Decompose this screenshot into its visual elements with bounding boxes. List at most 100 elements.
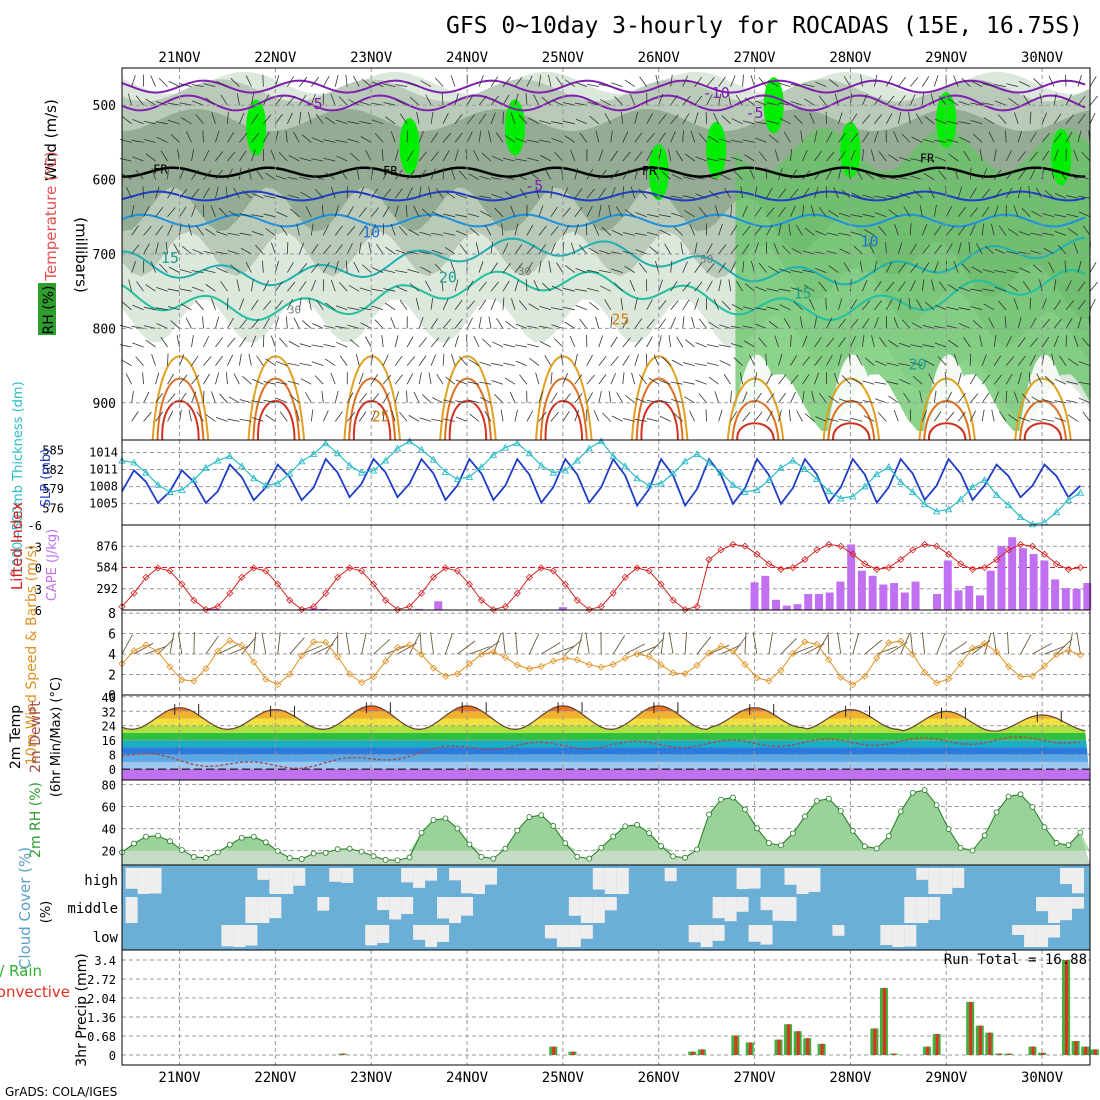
wind-barb bbox=[132, 342, 144, 348]
wind-barb bbox=[742, 260, 745, 273]
lifted-index-point bbox=[346, 564, 354, 572]
wind-barb bbox=[168, 266, 180, 273]
lifted-index-point bbox=[453, 567, 462, 575]
wind-barb bbox=[864, 171, 875, 180]
rh-tick-label: 60 bbox=[102, 800, 116, 814]
lifted-index-point bbox=[645, 567, 653, 575]
wind-barb bbox=[1065, 317, 1073, 329]
wind-barb bbox=[1078, 397, 1091, 404]
wind-barb bbox=[239, 298, 245, 310]
top-date-label: 24NOV bbox=[446, 50, 489, 66]
wind-speed-point bbox=[226, 637, 234, 645]
wind-barb bbox=[873, 130, 879, 143]
wind-barb bbox=[255, 169, 264, 180]
wind-barb bbox=[205, 414, 216, 422]
wind-barb bbox=[910, 361, 923, 366]
wind-barb bbox=[610, 356, 619, 366]
wind-barb bbox=[983, 303, 995, 311]
thickness-point bbox=[465, 473, 474, 481]
cloud-cell bbox=[221, 925, 234, 947]
wind-barb bbox=[395, 249, 408, 255]
wind-barb bbox=[514, 262, 523, 273]
wind-barb bbox=[434, 263, 444, 273]
thickness-point bbox=[884, 463, 893, 470]
thickness-point bbox=[202, 463, 210, 471]
cloud-cell bbox=[293, 868, 306, 886]
wind-barb bbox=[286, 112, 293, 124]
lifted-index-point bbox=[789, 564, 797, 572]
cloud-cell bbox=[1072, 897, 1085, 909]
wind-barb bbox=[719, 360, 731, 366]
wind-barb bbox=[814, 316, 818, 329]
temp-minmax-label: (6hr Min/Max) (°C) bbox=[49, 677, 64, 797]
top-date-label: 26NOV bbox=[638, 50, 681, 66]
wind-barb bbox=[1078, 381, 1091, 385]
wind-barb bbox=[861, 149, 865, 162]
wind-barb bbox=[574, 288, 587, 292]
wind-barb bbox=[143, 411, 152, 422]
wind-barb bbox=[230, 78, 240, 87]
wind-barb bbox=[434, 77, 444, 87]
wind-barb bbox=[994, 100, 1007, 106]
wind-barb bbox=[694, 281, 703, 292]
wind-barb bbox=[233, 373, 240, 385]
wind-barb bbox=[659, 229, 671, 236]
wind-barb bbox=[778, 168, 783, 180]
isotherm-label: FR bbox=[153, 163, 168, 177]
cloud-cell bbox=[269, 897, 282, 919]
wind-barb bbox=[622, 251, 635, 255]
wind-barb bbox=[495, 132, 504, 143]
wind-barb bbox=[706, 362, 719, 366]
wind-barb bbox=[684, 210, 695, 218]
lifted-index-point bbox=[537, 564, 545, 572]
wind-barb bbox=[450, 168, 456, 180]
wind-barb bbox=[862, 300, 871, 311]
wind-barb bbox=[744, 154, 755, 162]
dry-boundary-layer bbox=[155, 354, 214, 440]
wind-barb bbox=[800, 130, 803, 143]
cloud-cell bbox=[425, 925, 438, 947]
thickness-point bbox=[369, 466, 378, 474]
wind-barb bbox=[1018, 231, 1031, 236]
wind-barb bbox=[394, 169, 403, 180]
lifted-index-point bbox=[609, 589, 617, 597]
wind-barb bbox=[648, 377, 659, 385]
cape-bar bbox=[911, 581, 920, 610]
wind10m-barb bbox=[289, 637, 305, 655]
cloud-cell bbox=[341, 868, 354, 883]
wind-barb bbox=[969, 187, 977, 199]
wind-barb bbox=[443, 232, 456, 236]
wind-barb bbox=[1065, 334, 1068, 348]
wind-barb bbox=[418, 169, 427, 180]
precip-convective-bar bbox=[988, 1032, 992, 1055]
wind-barb bbox=[706, 280, 713, 292]
wind-barb bbox=[334, 260, 339, 273]
wind-barb bbox=[298, 242, 305, 255]
wind-barb bbox=[156, 136, 168, 143]
wind-barb bbox=[634, 112, 639, 124]
wind-speed-point bbox=[250, 658, 258, 666]
wind-barb bbox=[514, 409, 518, 422]
wind-barb bbox=[1028, 186, 1031, 199]
wind-barb bbox=[562, 373, 569, 385]
wind-barb bbox=[624, 79, 635, 87]
wind-speed-point bbox=[585, 661, 593, 669]
wind-barb bbox=[430, 354, 437, 366]
rh-point bbox=[430, 817, 437, 824]
wind-barb bbox=[478, 316, 482, 329]
wind-barb bbox=[639, 374, 648, 385]
cloud-cell bbox=[1012, 925, 1025, 935]
thickness-point bbox=[825, 487, 833, 495]
wind-barb bbox=[539, 120, 552, 125]
wind-barb bbox=[473, 335, 480, 348]
lifted-index-point bbox=[933, 542, 941, 550]
cloud-cell bbox=[257, 897, 270, 923]
lifted-index-tick: 3 bbox=[35, 583, 42, 597]
thickness-point bbox=[501, 443, 510, 451]
wind10m-barb bbox=[852, 632, 860, 655]
thickness-point bbox=[333, 449, 342, 457]
wind-barb bbox=[1013, 205, 1019, 217]
wind-barb bbox=[418, 372, 422, 385]
lifted-index-tick: -3 bbox=[28, 540, 42, 554]
wind-barb bbox=[1006, 250, 1019, 255]
